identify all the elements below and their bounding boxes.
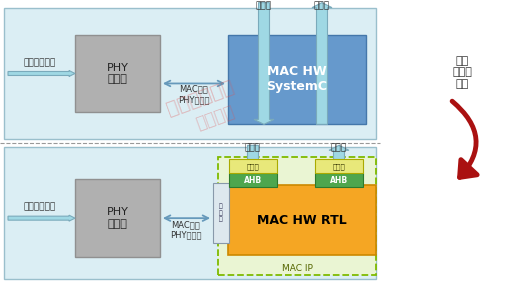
Polygon shape [329,145,349,173]
Text: 适配器: 适配器 [333,163,346,170]
Text: MAC层与
PHY层接口: MAC层与 PHY层接口 [170,220,202,240]
FancyBboxPatch shape [315,173,363,187]
Polygon shape [312,3,332,124]
Text: 适配器: 适配器 [247,163,260,170]
Polygon shape [8,215,75,221]
Polygon shape [8,71,75,76]
FancyBboxPatch shape [229,173,277,187]
FancyBboxPatch shape [213,183,229,243]
Text: 版权所有: 版权所有 [193,102,237,133]
FancyBboxPatch shape [4,8,376,139]
Text: 主信道: 主信道 [314,1,330,10]
FancyArrowPatch shape [452,101,477,177]
Text: MAC HW RTL: MAC HW RTL [257,214,347,227]
FancyBboxPatch shape [75,179,160,257]
Text: AHB: AHB [244,176,262,185]
FancyBboxPatch shape [75,34,160,113]
Text: MAC HW
SystemC: MAC HW SystemC [267,65,328,94]
Polygon shape [243,145,263,173]
Text: 从信道: 从信道 [256,1,272,10]
Text: 主信道: 主信道 [331,144,347,153]
Text: MAC IP: MAC IP [282,263,312,273]
Text: PHY
仿真器: PHY 仿真器 [106,63,129,84]
Text: MAC层与
PHY层接口: MAC层与 PHY层接口 [178,85,210,104]
FancyBboxPatch shape [4,147,376,279]
FancyBboxPatch shape [228,185,376,255]
FancyBboxPatch shape [218,157,376,275]
Text: 从信道: 从信道 [245,144,261,153]
FancyBboxPatch shape [229,159,277,173]
Text: PHY
仿真器: PHY 仿真器 [106,207,129,229]
Text: 测试向量注入: 测试向量注入 [24,58,56,67]
Text: 电子工程主编: 电子工程主编 [164,76,237,119]
Polygon shape [254,3,274,124]
Text: 插入
系统级
平台: 插入 系统级 平台 [452,56,472,89]
FancyBboxPatch shape [315,159,363,173]
Text: AHB: AHB [330,176,348,185]
FancyBboxPatch shape [228,34,366,124]
Text: 反
配
器: 反 配 器 [219,204,223,222]
Text: 测试向量注入: 测试向量注入 [24,203,56,212]
